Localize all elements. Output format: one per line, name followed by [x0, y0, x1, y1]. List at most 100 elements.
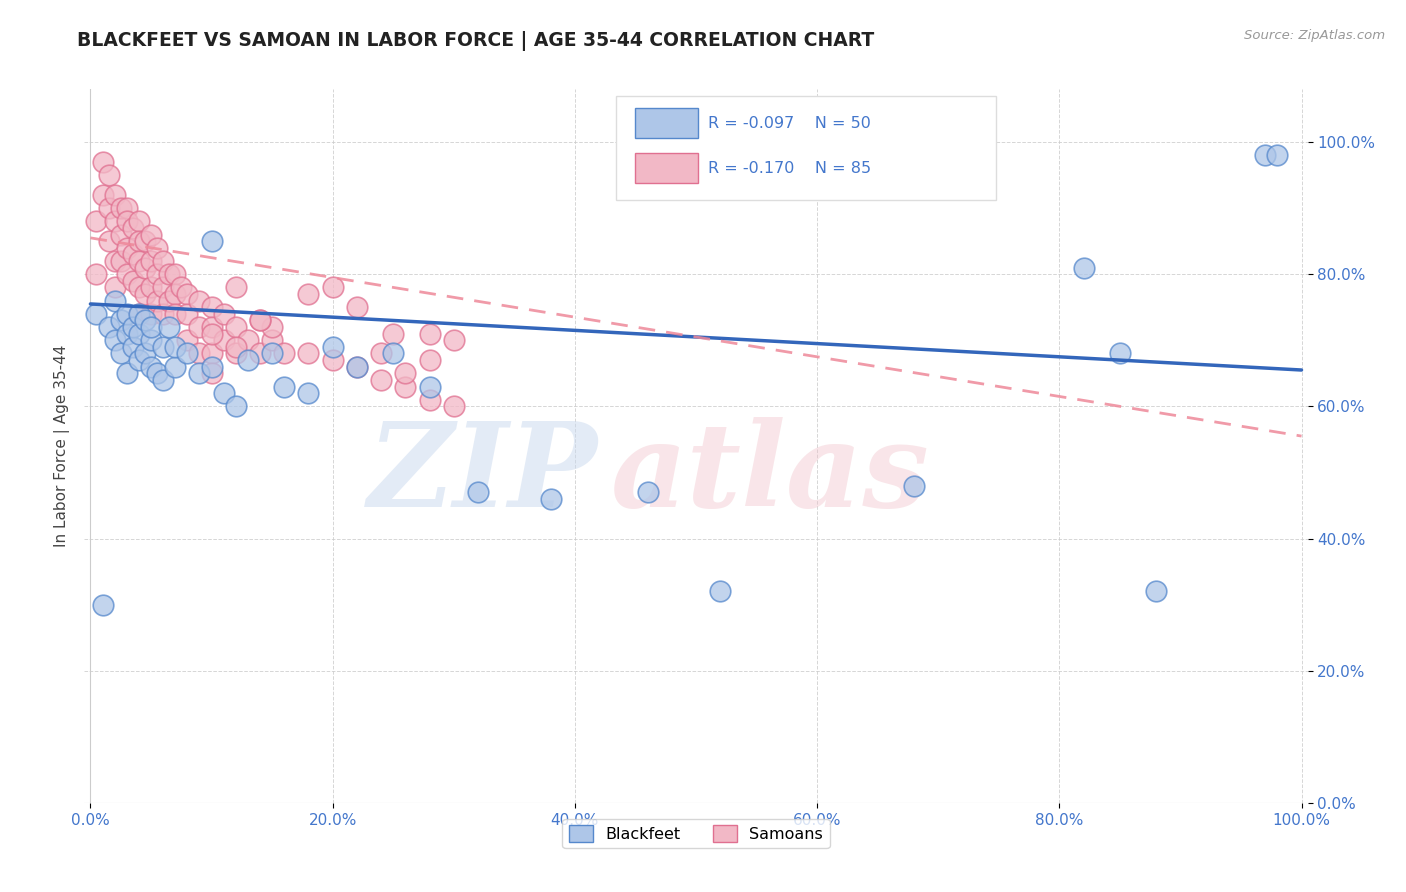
Point — [104, 214, 127, 228]
Point — [273, 346, 295, 360]
Point — [212, 307, 235, 321]
Point — [139, 280, 162, 294]
Point — [467, 485, 489, 500]
Point — [200, 326, 222, 341]
Point — [418, 353, 440, 368]
Point — [1073, 260, 1095, 275]
Point — [200, 346, 222, 360]
Point — [128, 280, 150, 294]
Point — [157, 293, 180, 308]
Point — [165, 287, 187, 301]
Point — [225, 340, 247, 354]
Point — [86, 214, 108, 228]
Point — [104, 293, 127, 308]
Point — [637, 485, 659, 500]
Point — [249, 313, 271, 327]
Point — [262, 333, 284, 347]
Point — [176, 287, 198, 301]
Legend: Blackfeet, Samoans: Blackfeet, Samoans — [562, 819, 830, 848]
Point — [225, 400, 247, 414]
Point — [443, 333, 465, 347]
Point — [115, 307, 138, 321]
Point — [139, 307, 162, 321]
Point — [249, 346, 271, 360]
Point — [212, 333, 235, 347]
Point — [146, 367, 169, 381]
Point — [115, 326, 138, 341]
Point — [418, 392, 440, 407]
Point — [322, 353, 344, 368]
Text: R = -0.097    N = 50: R = -0.097 N = 50 — [709, 116, 872, 131]
Point — [134, 234, 156, 248]
Point — [115, 214, 138, 228]
Point — [139, 359, 162, 374]
Point — [91, 154, 114, 169]
Point — [418, 379, 440, 393]
Point — [97, 201, 120, 215]
Point — [225, 320, 247, 334]
Point — [152, 340, 174, 354]
Point — [128, 326, 150, 341]
Point — [200, 367, 222, 381]
FancyBboxPatch shape — [636, 109, 699, 138]
Point — [297, 287, 319, 301]
Point — [903, 478, 925, 492]
Point — [152, 373, 174, 387]
Point — [110, 201, 132, 215]
Point — [110, 313, 132, 327]
Point — [91, 598, 114, 612]
Point — [262, 346, 284, 360]
Point — [115, 241, 138, 255]
Text: BLACKFEET VS SAMOAN IN LABOR FORCE | AGE 35-44 CORRELATION CHART: BLACKFEET VS SAMOAN IN LABOR FORCE | AGE… — [77, 31, 875, 51]
Point — [322, 340, 344, 354]
Point — [1108, 346, 1130, 360]
Point — [165, 307, 187, 321]
Point — [418, 326, 440, 341]
Point — [249, 313, 271, 327]
Point — [382, 346, 405, 360]
Point — [346, 300, 368, 314]
Point — [86, 307, 108, 321]
FancyBboxPatch shape — [616, 96, 995, 200]
Point — [115, 201, 138, 215]
Point — [188, 367, 211, 381]
Point — [225, 346, 247, 360]
Point — [382, 326, 405, 341]
Point — [157, 320, 180, 334]
Point — [370, 346, 392, 360]
Point — [139, 333, 162, 347]
Point — [200, 234, 222, 248]
Point — [394, 379, 416, 393]
Point — [97, 234, 120, 248]
Point — [110, 227, 132, 242]
Point — [540, 491, 562, 506]
Point — [104, 280, 127, 294]
Point — [139, 320, 162, 334]
Point — [225, 280, 247, 294]
Text: R = -0.170    N = 85: R = -0.170 N = 85 — [709, 161, 872, 176]
Point — [236, 353, 259, 368]
Point — [128, 234, 150, 248]
Point — [297, 346, 319, 360]
Text: ZIP: ZIP — [368, 417, 598, 532]
Point — [322, 280, 344, 294]
Point — [165, 359, 187, 374]
Point — [200, 300, 222, 314]
Point — [115, 267, 138, 281]
Point — [121, 320, 143, 334]
Point — [212, 386, 235, 401]
Point — [165, 340, 187, 354]
Point — [262, 320, 284, 334]
Point — [110, 346, 132, 360]
Point — [134, 313, 156, 327]
Point — [139, 227, 162, 242]
Point — [176, 333, 198, 347]
Point — [134, 260, 156, 275]
Point — [121, 247, 143, 261]
Point — [200, 359, 222, 374]
Point — [443, 400, 465, 414]
Point — [134, 346, 156, 360]
Y-axis label: In Labor Force | Age 35-44: In Labor Force | Age 35-44 — [55, 345, 70, 547]
Point — [152, 307, 174, 321]
Point — [370, 373, 392, 387]
